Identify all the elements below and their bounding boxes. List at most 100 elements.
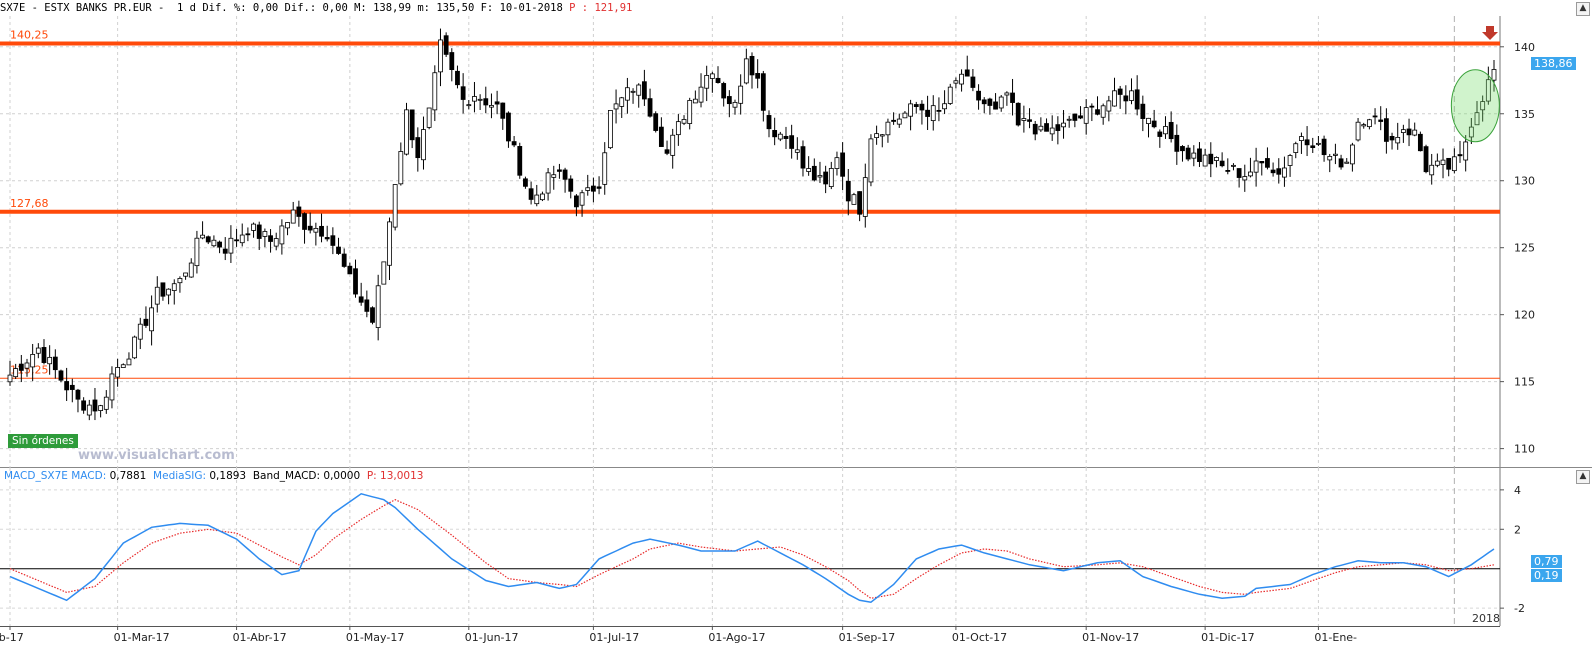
candle: [324, 225, 330, 242]
candle-body: [1446, 157, 1452, 170]
candle-body: [409, 109, 415, 141]
date-tick-label: 01-May-17: [346, 631, 404, 644]
candle: [1055, 116, 1061, 145]
collapse-panel-button[interactable]: ▲: [1576, 2, 1590, 16]
candle-body: [811, 165, 817, 181]
candle-body: [540, 193, 545, 201]
dif-pct-label: Dif. %:: [202, 2, 247, 14]
date-tick-label: 01-Ago-17: [708, 631, 765, 644]
candle: [1015, 102, 1021, 127]
no-orders-badge[interactable]: Sin órdenes: [8, 434, 78, 448]
candle-body: [585, 187, 591, 191]
macd-p-value: 13,0013: [380, 470, 424, 482]
candle-body: [1457, 154, 1463, 157]
candle: [1117, 85, 1123, 109]
candle: [777, 131, 783, 142]
candle-body: [120, 364, 126, 368]
candle: [415, 127, 421, 172]
date-axis: eb-17 01-Mar-17 01-Abr-17 01-May-17 01-Jun-1…: [0, 626, 1592, 648]
candle-body: [347, 265, 353, 275]
candle: [1083, 99, 1089, 135]
candle: [630, 88, 636, 104]
collapse-macd-button[interactable]: ▲: [1576, 470, 1590, 484]
candle-body: [896, 118, 902, 125]
candle: [160, 282, 166, 301]
candle: [976, 84, 981, 110]
candle-body: [1123, 95, 1129, 102]
candle-body: [534, 194, 540, 205]
candle-body: [993, 101, 998, 110]
candle-body: [160, 282, 166, 297]
macd-chart[interactable]: -2 2 4: [0, 468, 1592, 626]
candle-body: [1151, 120, 1157, 128]
candle-body: [1100, 105, 1106, 118]
candle-body: [35, 347, 41, 354]
candle: [1429, 153, 1435, 185]
candle: [857, 191, 863, 222]
level-label: 127,68: [10, 197, 49, 210]
candle-body: [591, 185, 596, 192]
candle-body: [460, 86, 466, 100]
candle: [268, 229, 273, 253]
candle-body: [925, 109, 930, 117]
price-y-tick-label: 140: [1514, 41, 1535, 54]
candle: [109, 366, 115, 409]
candle: [936, 97, 942, 122]
candle: [126, 352, 132, 366]
candle: [234, 228, 239, 247]
max-value: 138,99: [373, 2, 412, 14]
candle-body: [341, 253, 347, 267]
candle: [1095, 96, 1100, 116]
candle: [902, 111, 908, 119]
candle-body: [840, 152, 846, 177]
candle-body: [653, 113, 659, 131]
candle-body: [1214, 157, 1219, 161]
candle-body: [619, 97, 625, 107]
candle: [455, 65, 460, 89]
candle: [1191, 145, 1197, 167]
candle-body: [154, 286, 160, 305]
candle: [30, 343, 36, 382]
candle: [47, 345, 53, 375]
signal-value-badge: 0,19: [1531, 569, 1562, 582]
candle-body: [1270, 169, 1276, 174]
candle-body: [517, 146, 523, 176]
candle: [1333, 143, 1338, 165]
candle-body: [511, 141, 517, 146]
candle: [1174, 124, 1180, 165]
candle-body: [1383, 118, 1389, 142]
candle-body: [183, 272, 188, 277]
price-plot-background: [0, 16, 1592, 468]
candle: [591, 177, 596, 203]
candle: [500, 102, 506, 130]
candle-body: [908, 103, 913, 117]
candle: [800, 140, 806, 177]
candle: [1157, 129, 1163, 148]
candle: [166, 288, 171, 305]
candle-body: [489, 105, 494, 108]
candle-body: [18, 363, 24, 371]
candle: [755, 59, 761, 89]
candle-body: [562, 169, 568, 180]
candle: [205, 235, 211, 245]
candle: [760, 70, 766, 122]
candle-body: [879, 134, 885, 137]
candle: [1446, 157, 1452, 177]
candle-body: [171, 283, 177, 291]
candle: [404, 102, 409, 156]
candle: [1236, 168, 1242, 188]
candle: [188, 258, 194, 278]
candle: [7, 360, 13, 386]
candle: [783, 126, 789, 150]
candle-body: [545, 172, 551, 194]
candle-body: [353, 268, 358, 295]
candle: [540, 191, 545, 202]
p-value: 121,91: [594, 2, 633, 14]
price-y-tick-label: 110: [1514, 443, 1535, 456]
candle-body: [874, 133, 880, 139]
candle: [358, 282, 364, 306]
candle-body: [1361, 124, 1367, 127]
candle: [523, 176, 528, 189]
candle: [1378, 106, 1384, 131]
